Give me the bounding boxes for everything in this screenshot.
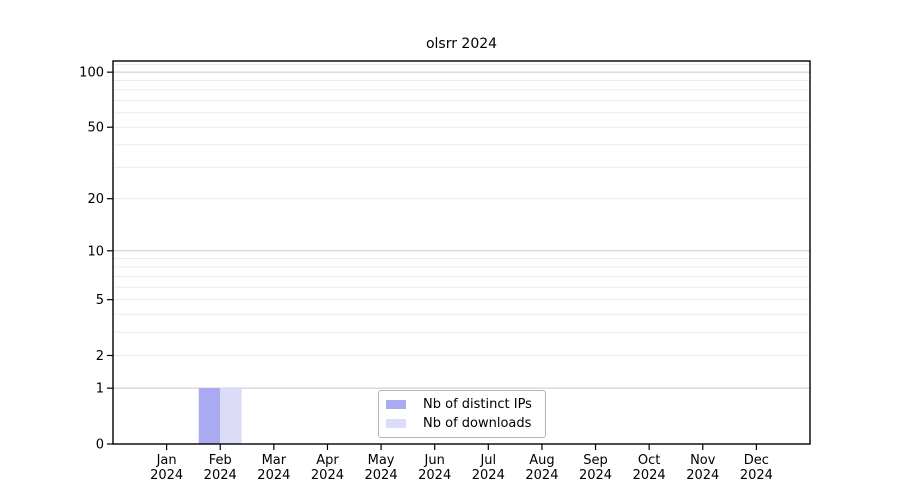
x-tick-label-may-2024: May 2024 [365, 453, 398, 483]
y-tick-label-100: 100 [79, 66, 104, 81]
y-tick-label-10: 10 [87, 244, 104, 259]
plot-border [112, 60, 811, 445]
x-tick-label-sep-2024: Sep 2024 [579, 453, 612, 483]
legend-swatch-distinct-ips [386, 400, 406, 409]
x-tick-label-dec-2024: Dec 2024 [740, 453, 773, 483]
legend-swatch-downloads [386, 419, 406, 428]
bar-nb-of-distinct-ips-feb-2024 [198, 388, 221, 444]
y-tick-label-0: 0 [96, 438, 104, 453]
bar-nb-of-downloads-feb-2024 [220, 388, 242, 444]
chart-legend: Nb of distinct IPs Nb of downloads [378, 390, 546, 438]
y-tick-label-5: 5 [96, 293, 104, 308]
legend-item-downloads: Nb of downloads [386, 416, 545, 432]
x-tick-label-feb-2024: Feb 2024 [204, 453, 237, 483]
legend-label-downloads: Nb of downloads [423, 416, 532, 431]
x-tick-label-nov-2024: Nov 2024 [686, 453, 719, 483]
x-tick-label-oct-2024: Oct 2024 [633, 453, 666, 483]
x-tick-label-apr-2024: Apr 2024 [311, 453, 344, 483]
legend-item-distinct-ips: Nb of distinct IPs [386, 397, 545, 413]
y-tick-label-50: 50 [87, 121, 104, 136]
legend-label-distinct-ips: Nb of distinct IPs [423, 397, 532, 412]
chart-title: olsrr 2024 [425, 36, 498, 52]
x-tick-label-jun-2024: Jun 2024 [418, 453, 451, 483]
y-tick-label-20: 20 [87, 192, 104, 207]
x-tick-label-jul-2024: Jul 2024 [472, 453, 505, 483]
y-tick-label-2: 2 [96, 349, 104, 364]
x-tick-label-jan-2024: Jan 2024 [150, 453, 183, 483]
y-tick-label-1: 1 [96, 382, 104, 397]
x-tick-label-mar-2024: Mar 2024 [257, 453, 290, 483]
x-tick-label-aug-2024: Aug 2024 [525, 453, 558, 483]
